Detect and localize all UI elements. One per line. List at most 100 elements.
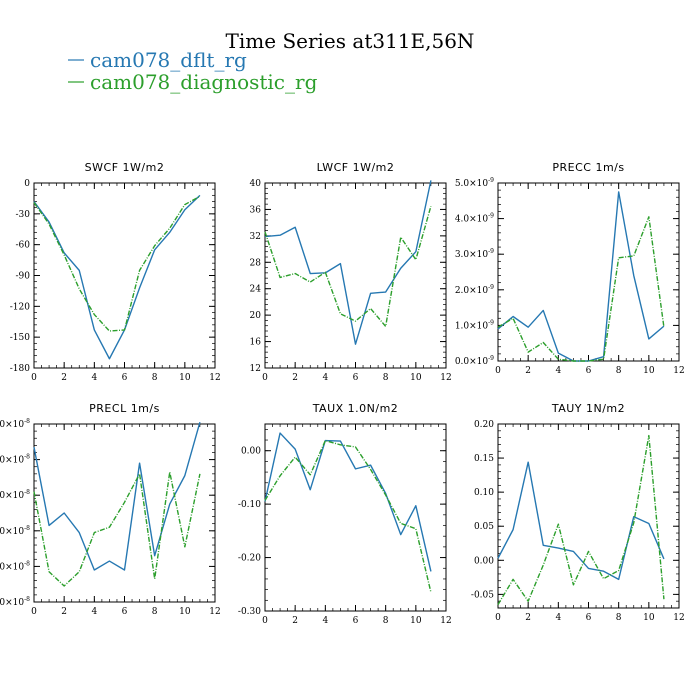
- x-tick-label-swcf: 4: [91, 373, 97, 383]
- x-minor-ticks-precl: [33, 424, 216, 602]
- y-tick-label-precc: 5.0×10-9: [455, 177, 494, 189]
- x-tick-label-precl: 2: [61, 607, 67, 617]
- y-tick-label-lwcf: 16: [250, 338, 262, 348]
- x-tick-label-lwcf: 4: [322, 373, 328, 383]
- plot-frame-precl: [33, 423, 216, 603]
- y-tick-label-precc: 3.0×10-9: [455, 248, 494, 260]
- x-minor-ticks-tauy: [497, 424, 680, 608]
- y-tick-label-swcf: -90: [16, 272, 31, 282]
- y-tick-label-lwcf: 36: [250, 205, 262, 215]
- panel-swcf: SWCF 1W/m2 0 2 4 6 8 10 12 -180 -150 -120 -90 -60 -30…: [10, 161, 221, 383]
- y-minor-ticks-precc: [498, 182, 679, 362]
- y-minor-ticks-swcf: [34, 182, 215, 369]
- legend-label-diagnostic: cam078_diagnostic_rg: [90, 70, 318, 94]
- panel-tauy: TAUY 1N/m2 0 2 4 6 8 10 12 -0.05 0.00 0.05 0.10 0.15…: [471, 402, 685, 623]
- y-minor-ticks-lwcf: [265, 182, 446, 369]
- y-tick-label-taux: -0.10: [238, 500, 261, 510]
- series-line-lwcf-dflt: [264, 180, 432, 345]
- x-tick-label-taux: 4: [322, 616, 328, 626]
- y-tick-label-precl: .0×10-8: [0, 489, 30, 501]
- panel-precc: PRECC 1m/s 0 2 4 6 8 10 12 0.0×10-9 1.0×10-9 2.0×1…: [455, 161, 685, 376]
- x-tick-label-tauy: 12: [673, 613, 684, 623]
- x-tick-label-tauy: 4: [555, 613, 561, 623]
- y-minor-ticks-tauy: [498, 423, 679, 609]
- series-line-swcf-dflt: [33, 194, 201, 360]
- x-tick-label-lwcf: 0: [262, 373, 268, 383]
- x-tick-label-precl: 0: [31, 607, 37, 617]
- y-tick-label-swcf: -60: [16, 241, 31, 251]
- y-tick-label-tauy: 0.15: [474, 454, 494, 464]
- plot-frame-precc: [497, 182, 680, 362]
- panel-title-swcf: SWCF 1W/m2: [85, 161, 165, 174]
- x-tick-label-swcf: 12: [209, 373, 220, 383]
- y-tick-label-lwcf: 24: [250, 285, 262, 295]
- y-tick-label-swcf: -150: [10, 333, 30, 343]
- x-tick-label-precl: 8: [152, 607, 158, 617]
- x-tick-label-lwcf: 10: [410, 373, 422, 383]
- x-tick-label-swcf: 10: [179, 373, 191, 383]
- x-tick-label-lwcf: 8: [383, 373, 389, 383]
- y-tick-label-tauy: -0.05: [471, 590, 494, 600]
- x-tick-label-tauy: 10: [643, 613, 655, 623]
- y-tick-label-lwcf: 32: [250, 232, 261, 242]
- y-tick-label-precc: 4.0×10-9: [455, 213, 494, 225]
- y-tick-label-lwcf: 12: [250, 364, 261, 374]
- x-tick-label-lwcf: 6: [353, 373, 359, 383]
- series-line-precc-diagnostic: [497, 216, 665, 362]
- y-tick-label-tauy: 0.10: [474, 488, 494, 498]
- y-tick-label-swcf: -180: [10, 364, 30, 374]
- y-tick-label-lwcf: 20: [250, 311, 262, 321]
- y-tick-label-precl: .0×10-8: [0, 560, 30, 572]
- y-tick-label-taux: 0.00: [241, 447, 261, 457]
- y-tick-label-precc: 2.0×10-9: [455, 284, 494, 296]
- panel-title-precl: PRECL 1m/s: [89, 402, 160, 415]
- y-tick-label-precl: .0×10-8: [0, 418, 30, 430]
- x-tick-label-precc: 4: [555, 366, 561, 376]
- x-tick-label-taux: 0: [262, 616, 268, 626]
- panel-title-lwcf: LWCF 1W/m2: [317, 161, 395, 174]
- x-tick-label-taux: 8: [383, 616, 389, 626]
- y-tick-label-lwcf: 40: [250, 179, 262, 189]
- x-tick-label-swcf: 0: [31, 373, 37, 383]
- x-tick-label-precl: 12: [209, 607, 220, 617]
- series-line-swcf-diagnostic: [33, 195, 201, 332]
- y-tick-label-precl: .0×10-8: [0, 454, 30, 466]
- panel-title-tauy: TAUY 1N/m2: [551, 402, 625, 415]
- x-tick-label-precl: 4: [91, 607, 97, 617]
- series-line-lwcf-diagnostic: [264, 205, 432, 328]
- plot-frame-tauy: [497, 423, 680, 609]
- x-tick-label-precc: 12: [673, 366, 684, 376]
- panel-title-precc: PRECC 1m/s: [552, 161, 624, 174]
- figure-title: Time Series at311E,56N: [226, 29, 475, 53]
- y-tick-label-tauy: 0.20: [474, 420, 494, 430]
- x-tick-label-swcf: 6: [122, 373, 128, 383]
- x-tick-label-taux: 10: [410, 616, 422, 626]
- x-tick-label-precc: 6: [586, 366, 592, 376]
- x-tick-label-tauy: 2: [525, 613, 531, 623]
- y-tick-label-precl: .0×10-8: [0, 596, 30, 608]
- y-tick-label-tauy: 0.00: [474, 556, 494, 566]
- x-tick-label-swcf: 2: [61, 373, 67, 383]
- x-tick-label-precc: 0: [495, 366, 501, 376]
- plot-frame-lwcf: [264, 182, 447, 369]
- y-tick-label-taux: -0.20: [238, 554, 261, 564]
- panel-precl: PRECL 1m/s 0 2 4 6 8 10 12 .0×10-8 .0×10-8 .0×10-8…: [0, 402, 221, 617]
- x-tick-label-precc: 2: [525, 366, 531, 376]
- panels: SWCF 1W/m20 2 4 6 8 10 12-180-150-120-90-60-30…: [0, 161, 685, 626]
- x-tick-label-precc: 10: [643, 366, 655, 376]
- y-tick-label-precc: 0.0×10-9: [455, 355, 494, 367]
- series-line-tauy-diagnostic: [497, 434, 665, 605]
- x-tick-label-precl: 6: [122, 607, 128, 617]
- x-tick-label-taux: 6: [353, 616, 359, 626]
- panel-taux: TAUX 1.0N/m2 0 2 4 6 8 10 12 -0.30 -0.20 -0.10 0.00: [238, 402, 452, 626]
- y-tick-label-swcf: -120: [10, 302, 30, 312]
- x-minor-ticks-lwcf: [264, 183, 447, 368]
- series-line-precl-dflt: [33, 422, 201, 571]
- x-tick-label-lwcf: 2: [292, 373, 298, 383]
- series-line-taux-diagnostic: [264, 439, 432, 593]
- y-tick-label-taux: -0.30: [238, 607, 261, 617]
- y-tick-label-precc: 1.0×10-9: [455, 319, 494, 331]
- legend: cam078_dflt_rg cam078_diagnostic_rg: [68, 48, 318, 94]
